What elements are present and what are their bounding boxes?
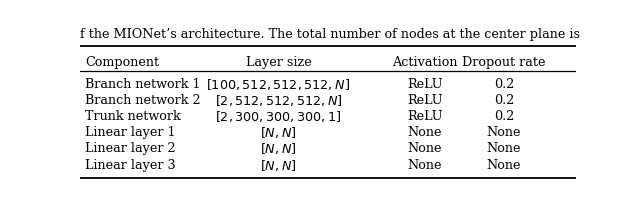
Text: ReLU: ReLU: [407, 94, 442, 107]
Text: Branch network 2: Branch network 2: [85, 94, 200, 107]
Text: $[2, 300, 300, 300, 1]$: $[2, 300, 300, 300, 1]$: [215, 109, 342, 124]
Text: $[100, 512, 512, 512, N]$: $[100, 512, 512, 512, N]$: [207, 77, 350, 92]
Text: $[N, N]$: $[N, N]$: [260, 141, 297, 156]
Text: None: None: [408, 158, 442, 171]
Text: None: None: [487, 158, 522, 171]
Text: 0.2: 0.2: [494, 78, 515, 90]
Text: Trunk network: Trunk network: [85, 110, 180, 123]
Text: $[N, N]$: $[N, N]$: [260, 125, 297, 140]
Text: Layer size: Layer size: [246, 56, 311, 69]
Text: $[N, N]$: $[N, N]$: [260, 157, 297, 172]
Text: None: None: [408, 126, 442, 139]
Text: ReLU: ReLU: [407, 110, 442, 123]
Text: Linear layer 2: Linear layer 2: [85, 142, 175, 155]
Text: 0.2: 0.2: [494, 110, 515, 123]
Text: Linear layer 1: Linear layer 1: [85, 126, 175, 139]
Text: Dropout rate: Dropout rate: [462, 56, 546, 69]
Text: None: None: [408, 142, 442, 155]
Text: None: None: [487, 126, 522, 139]
Text: 0.2: 0.2: [494, 94, 515, 107]
Text: None: None: [487, 142, 522, 155]
Text: Activation: Activation: [392, 56, 458, 69]
Text: Linear layer 3: Linear layer 3: [85, 158, 175, 171]
Text: ReLU: ReLU: [407, 78, 442, 90]
Text: Branch network 1: Branch network 1: [85, 78, 200, 90]
Text: Component: Component: [85, 56, 159, 69]
Text: $[2, 512, 512, 512, N]$: $[2, 512, 512, 512, N]$: [214, 93, 342, 108]
Text: f the MIONet’s architecture. The total number of nodes at the center plane is: f the MIONet’s architecture. The total n…: [80, 28, 580, 41]
